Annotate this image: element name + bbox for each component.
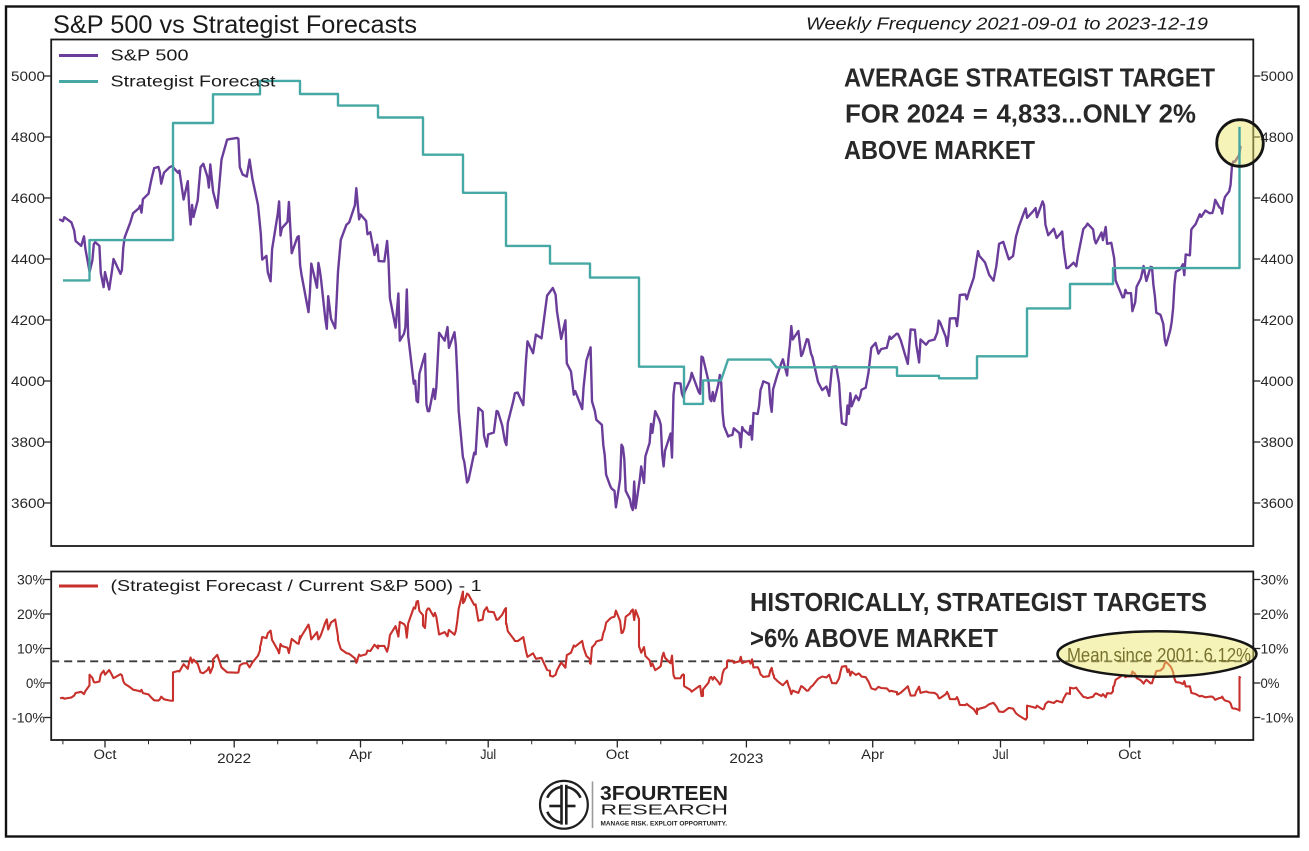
- svg-text:4800: 4800: [11, 130, 45, 145]
- svg-text:4000: 4000: [1261, 374, 1294, 389]
- svg-text:4600: 4600: [11, 191, 45, 206]
- svg-text:4400: 4400: [11, 252, 45, 267]
- svg-text:5000: 5000: [11, 69, 45, 84]
- svg-text:Apr: Apr: [349, 747, 373, 762]
- svg-text:20%: 20%: [1261, 607, 1289, 622]
- svg-text:Jul: Jul: [480, 747, 496, 762]
- svg-text:Weekly Frequency 2021-09-01 to: Weekly Frequency 2021-09-01 to 2023-12-1…: [806, 14, 1208, 34]
- svg-text:Apr: Apr: [861, 747, 885, 762]
- svg-text:2022: 2022: [217, 751, 251, 766]
- svg-text:>6% ABOVE MARKET: >6% ABOVE MARKET: [750, 623, 998, 653]
- svg-text:HISTORICALLY, STRATEGIST TARGE: HISTORICALLY, STRATEGIST TARGETS: [750, 587, 1207, 617]
- svg-text:Mean since 2001: 6.12%: Mean since 2001: 6.12%: [1067, 646, 1251, 667]
- svg-text:Oct: Oct: [1118, 747, 1141, 762]
- svg-text:Oct: Oct: [94, 747, 117, 762]
- svg-text:S&P 500: S&P 500: [111, 48, 189, 65]
- svg-text:0%: 0%: [26, 676, 45, 691]
- svg-text:3FOURTEEN: 3FOURTEEN: [600, 782, 728, 805]
- svg-text:4200: 4200: [11, 313, 45, 328]
- svg-text:Jul: Jul: [993, 747, 1009, 762]
- svg-text:4600: 4600: [1261, 191, 1294, 206]
- svg-text:RESEARCH: RESEARCH: [601, 803, 729, 819]
- svg-text:0%: 0%: [1261, 676, 1280, 691]
- svg-text:30%: 30%: [1261, 572, 1289, 587]
- svg-text:Strategist Forecast: Strategist Forecast: [111, 74, 277, 91]
- svg-text:AVERAGE STRATEGIST TARGET: AVERAGE STRATEGIST TARGET: [844, 63, 1215, 93]
- svg-text:FOR 2024 = 4,833...ONLY 2%: FOR 2024 = 4,833...ONLY 2%: [845, 99, 1196, 129]
- svg-text:Oct: Oct: [606, 747, 629, 762]
- svg-text:2023: 2023: [729, 751, 763, 766]
- svg-text:3600: 3600: [1261, 496, 1294, 511]
- svg-text:MANAGE RISK. EXPLOIT OPPORTUNI: MANAGE RISK. EXPLOIT OPPORTUNITY.: [601, 821, 728, 828]
- svg-text:4000: 4000: [11, 374, 45, 389]
- svg-text:20%: 20%: [17, 607, 45, 622]
- svg-text:S&P 500 vs Strategist Forecast: S&P 500 vs Strategist Forecasts: [53, 11, 417, 39]
- svg-text:3800: 3800: [11, 435, 45, 450]
- svg-text:3800: 3800: [1261, 435, 1294, 450]
- svg-text:4400: 4400: [1261, 252, 1294, 267]
- svg-text:(Strategist Forecast / Current: (Strategist Forecast / Current S&P 500) …: [111, 578, 482, 595]
- svg-text:10%: 10%: [1261, 641, 1289, 656]
- svg-text:4800: 4800: [1261, 130, 1294, 145]
- svg-text:-10%: -10%: [12, 710, 45, 725]
- svg-text:-10%: -10%: [1261, 710, 1294, 725]
- svg-text:5000: 5000: [1261, 69, 1294, 84]
- svg-text:3600: 3600: [11, 496, 45, 511]
- svg-text:4200: 4200: [1261, 313, 1294, 328]
- svg-text:30%: 30%: [17, 572, 45, 587]
- svg-text:10%: 10%: [17, 641, 45, 656]
- svg-text:ABOVE MARKET: ABOVE MARKET: [844, 135, 1035, 165]
